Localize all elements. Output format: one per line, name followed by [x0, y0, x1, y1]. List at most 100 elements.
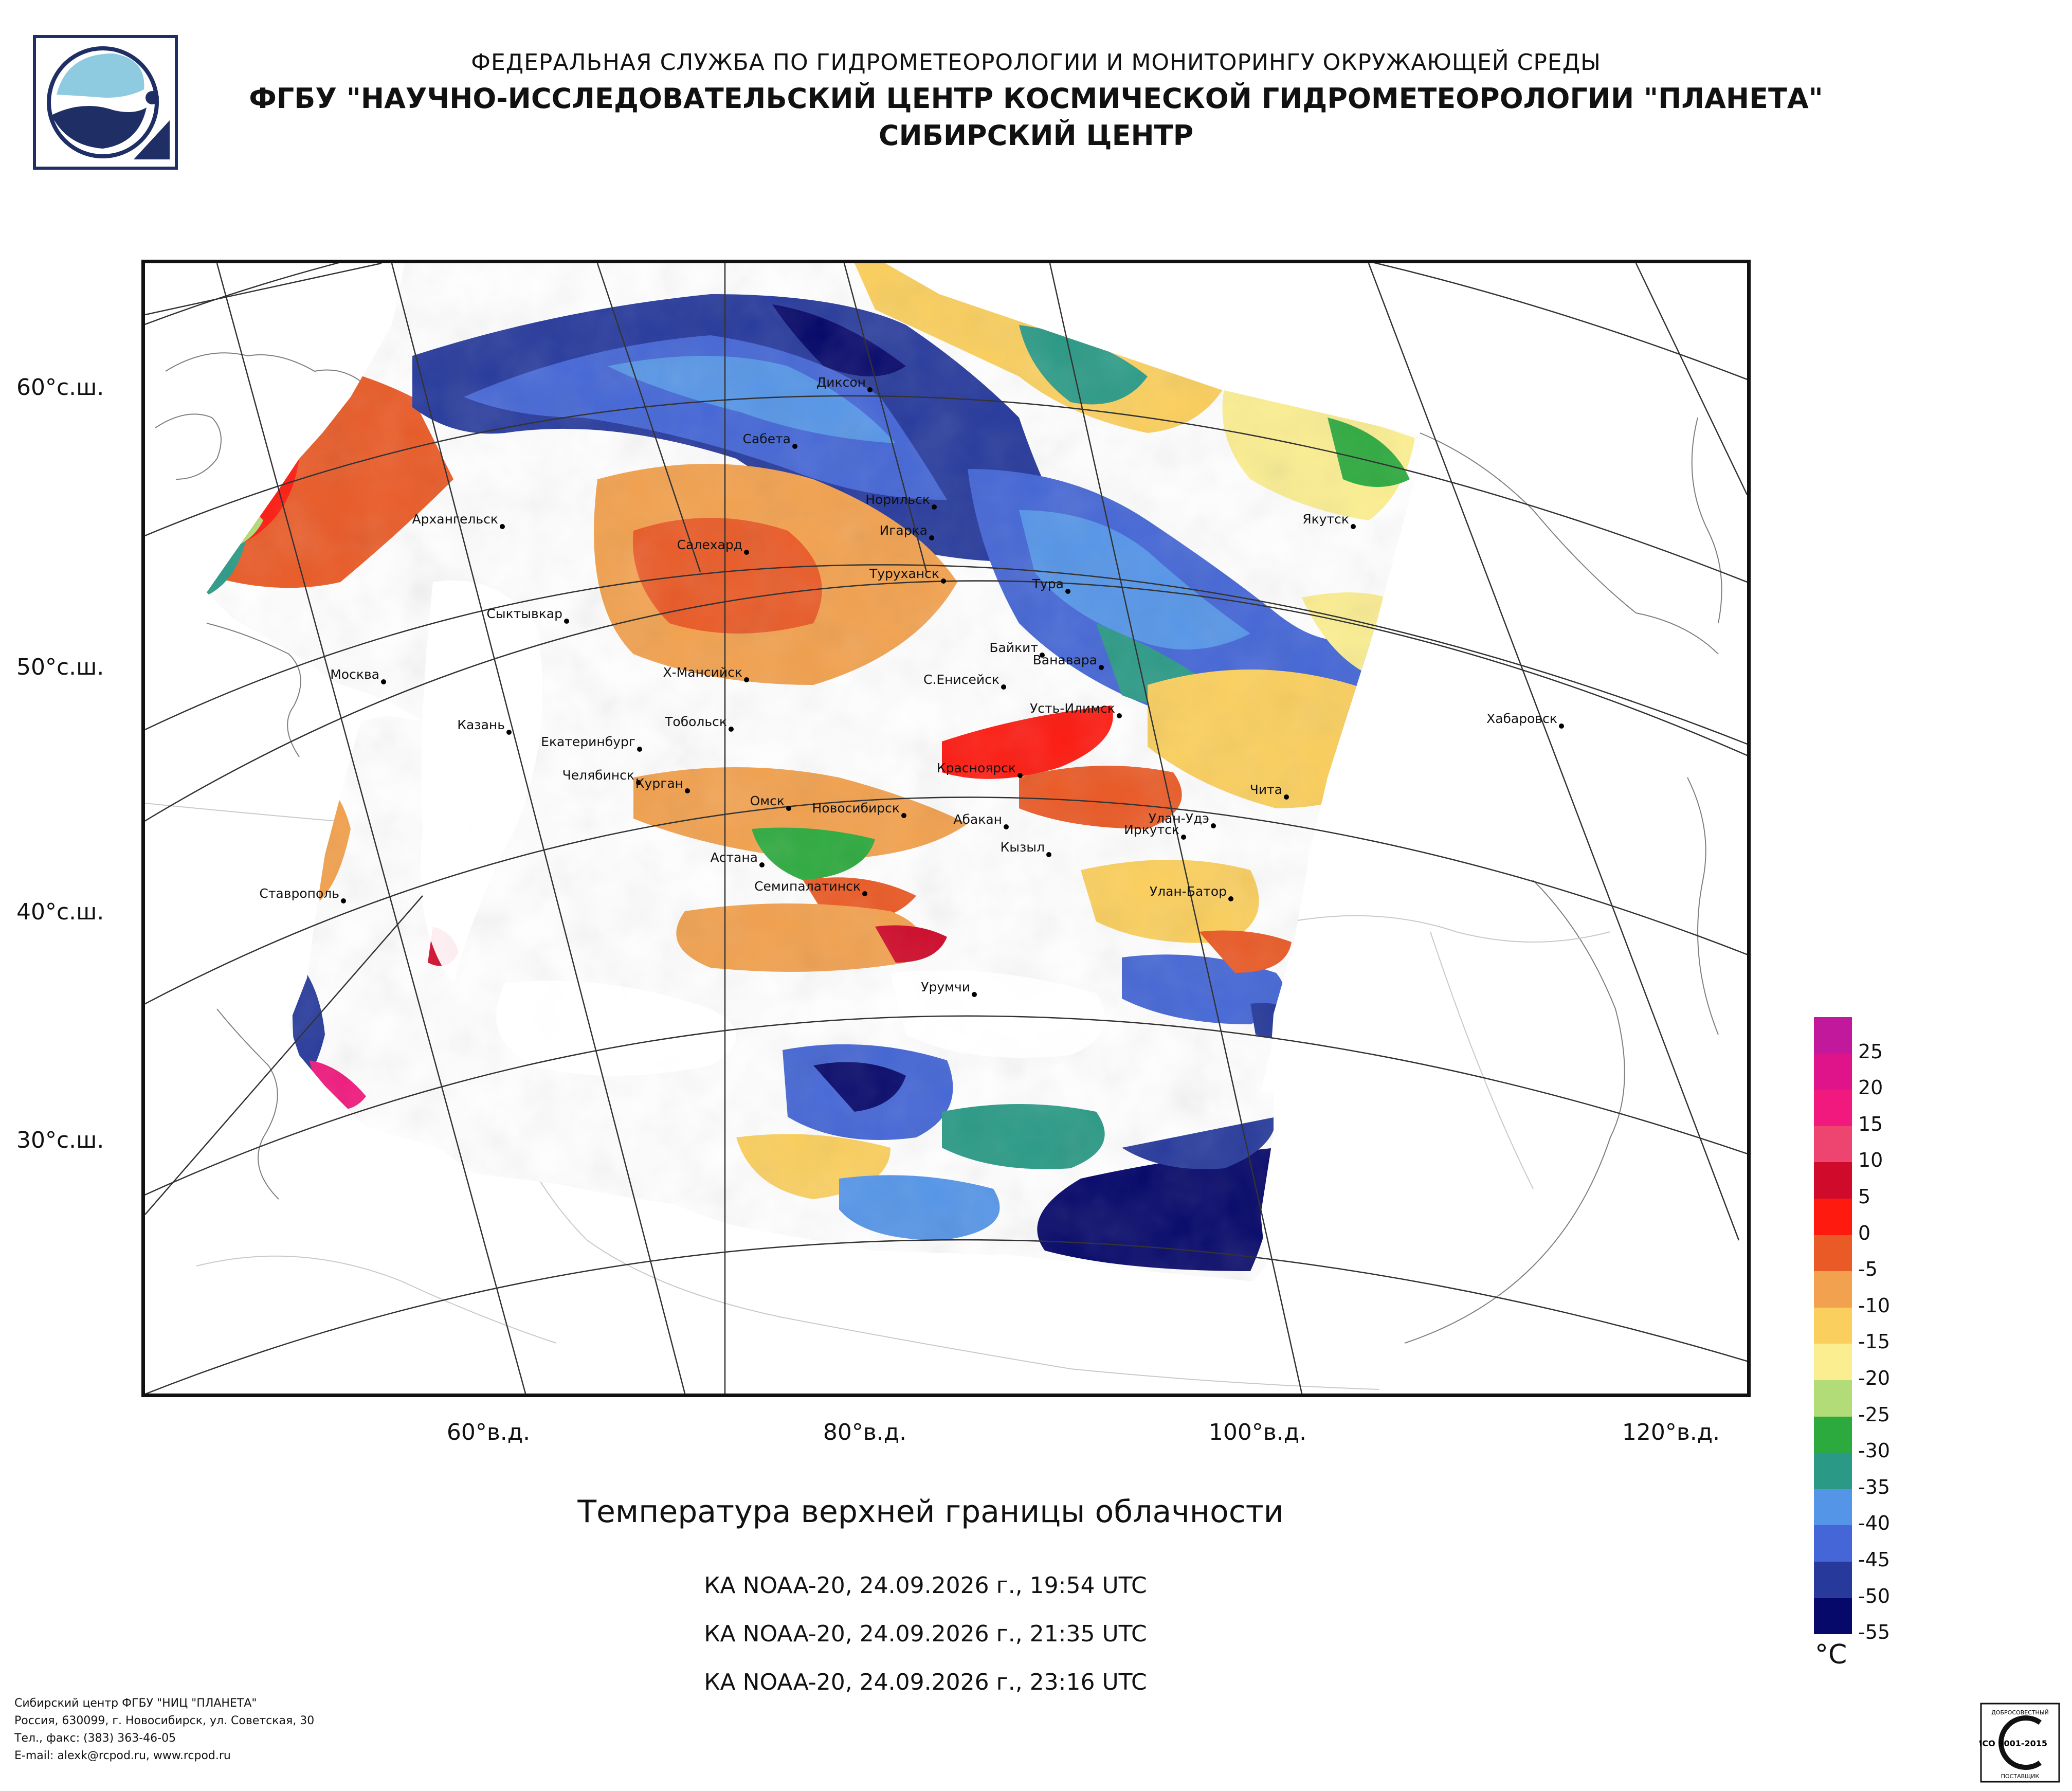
city-label: Салехард	[677, 537, 742, 552]
map-title: Температура верхней границы облачности	[577, 1494, 1284, 1530]
city-marker: Улан-Удэ	[1149, 811, 1216, 828]
legend-swatch	[1814, 1416, 1852, 1453]
city-label: Иркутск	[1124, 822, 1179, 837]
city-marker: Туруханск	[869, 566, 946, 584]
legend-label: -15	[1858, 1330, 1891, 1353]
city-marker: Казань	[457, 717, 512, 735]
city-label: Хабаровск	[1486, 711, 1557, 726]
graticule	[145, 263, 1747, 1394]
pass-line-2: КА NOAA-20, 24.09.2026 г., 21:35 UTC	[704, 1621, 1147, 1647]
city-marker: С.Енисейск	[923, 672, 1006, 690]
legend-label: -35	[1858, 1475, 1891, 1498]
city-label: Москва	[330, 667, 379, 682]
city-marker: Чита	[1250, 782, 1289, 800]
legend-label: 20	[1858, 1076, 1883, 1099]
city-label: Игарка	[880, 523, 928, 538]
legend-swatch	[1814, 1090, 1852, 1126]
legend-swatch	[1814, 1162, 1852, 1199]
city-marker: Тура	[1032, 576, 1070, 594]
city-marker: Ванавара	[1033, 653, 1104, 670]
city-marker: Астана	[711, 850, 765, 867]
legend-label: -20	[1858, 1367, 1891, 1389]
legend-swatch	[1814, 1561, 1852, 1598]
legend-swatch	[1814, 1525, 1852, 1562]
city-label: Байкит	[989, 640, 1038, 655]
city-marker: Тобольск	[664, 714, 734, 732]
city-label: Архангельск	[412, 512, 498, 527]
city-label: Улан-Батор	[1150, 884, 1227, 899]
city-marker: Диксон	[816, 375, 873, 392]
city-marker: Байкит	[989, 640, 1045, 658]
legend-swatch	[1814, 1344, 1852, 1380]
city-label: Семипалатинск	[754, 879, 861, 894]
coastline-lines	[155, 352, 1722, 1344]
cloud-top-temperature-map[interactable]: Диксон Сабета Норильск Игарка Архангельск Сал…	[141, 260, 1751, 1397]
city-label: Екатеринбург	[541, 734, 635, 749]
city-label: Ванавара	[1033, 653, 1097, 667]
lat-label-50: 50°с.ш.	[16, 654, 104, 680]
svg-text:ПОСТАВЩИК: ПОСТАВЩИК	[2001, 1773, 2040, 1780]
city-label: Омск	[750, 793, 785, 808]
city-marker: Архангельск	[412, 512, 505, 529]
legend-swatch	[1814, 1053, 1852, 1090]
city-label: Новосибирск	[812, 801, 900, 816]
city-marker: Иркутск	[1124, 822, 1186, 840]
footer-contacts[interactable]: E-mail: alexk@rcpod.ru, www.rcpod.ru	[14, 1749, 231, 1762]
city-marker: Омск	[750, 793, 791, 811]
city-marker: Курган	[635, 776, 690, 793]
city-label: Урумчи	[921, 980, 970, 994]
city-marker: Москва	[330, 667, 386, 684]
lon-label-120: 120°в.д.	[1622, 1419, 1720, 1445]
city-marker: Екатеринбург	[541, 734, 642, 752]
legend-label: -50	[1858, 1584, 1891, 1607]
legend-swatch	[1814, 1598, 1852, 1635]
legend-swatch	[1814, 1271, 1852, 1308]
legend-label: 15	[1858, 1112, 1883, 1135]
city-marker: Красноярск	[937, 761, 1023, 778]
city-label: Тобольск	[664, 714, 727, 729]
city-marker: Сабета	[743, 431, 797, 449]
city-marker: Игарка	[880, 523, 934, 540]
pass-line-1: КА NOAA-20, 24.09.2026 г., 19:54 UTC	[704, 1572, 1147, 1599]
legend-swatch	[1814, 1198, 1852, 1235]
legend-label: 10	[1858, 1149, 1883, 1172]
pass-line-3: КА NOAA-20, 24.09.2026 г., 23:16 UTC	[704, 1669, 1147, 1695]
lat-label-60: 60°с.ш.	[16, 374, 104, 401]
city-marker: Семипалатинск	[754, 879, 867, 896]
city-label: Кызыл	[1001, 840, 1045, 855]
footer-phone: Тел., факс: (383) 363-46-05	[14, 1732, 176, 1745]
legend-label: -5	[1858, 1258, 1878, 1281]
city-marker: Усть-Илимск	[1030, 701, 1122, 718]
temperature-legend	[1814, 1017, 1852, 1635]
legend-label: 5	[1858, 1185, 1871, 1208]
city-label: Тура	[1032, 576, 1064, 591]
city-marker: Урумчи	[921, 980, 977, 997]
footer-org: Сибирский центр ФГБУ "НИЦ "ПЛАНЕТА"	[14, 1697, 257, 1710]
header-institute: ФГБУ "НАУЧНО-ИССЛЕДОВАТЕЛЬСКИЙ ЦЕНТР КОС…	[249, 82, 1823, 115]
city-label: Улан-Удэ	[1149, 811, 1209, 826]
svg-text:ИСО 9001-2015: ИСО 9001-2015	[1979, 1739, 2047, 1748]
legend-label: -10	[1858, 1294, 1891, 1317]
legend-swatch	[1814, 1307, 1852, 1344]
legend-swatch	[1814, 1235, 1852, 1272]
city-marker: Хабаровск	[1486, 711, 1564, 729]
lat-label-30: 30°с.ш.	[16, 1127, 104, 1153]
city-marker: Х-Мансийск	[663, 665, 749, 682]
city-label: Ставрополь	[259, 886, 339, 901]
lat-label-40: 40°с.ш.	[16, 899, 104, 925]
legend-label: -55	[1858, 1621, 1891, 1644]
legend-swatch	[1814, 1017, 1852, 1054]
legend-label: -45	[1858, 1548, 1891, 1571]
city-label: Казань	[457, 717, 505, 732]
city-label: Курган	[635, 776, 683, 791]
city-label: Абакан	[953, 812, 1002, 827]
legend-label: 0	[1858, 1221, 1871, 1244]
city-marker: Челябинск	[562, 768, 641, 785]
legend-unit: °C	[1815, 1639, 1847, 1670]
city-marker: Салехард	[677, 537, 749, 555]
footer-address: Россия, 630099, г. Новосибирск, ул. Сове…	[14, 1714, 315, 1727]
legend-swatch	[1814, 1380, 1852, 1417]
city-label: Красноярск	[937, 761, 1016, 775]
city-label: Усть-Илимск	[1030, 701, 1115, 716]
city-marker: Улан-Батор	[1150, 884, 1233, 901]
